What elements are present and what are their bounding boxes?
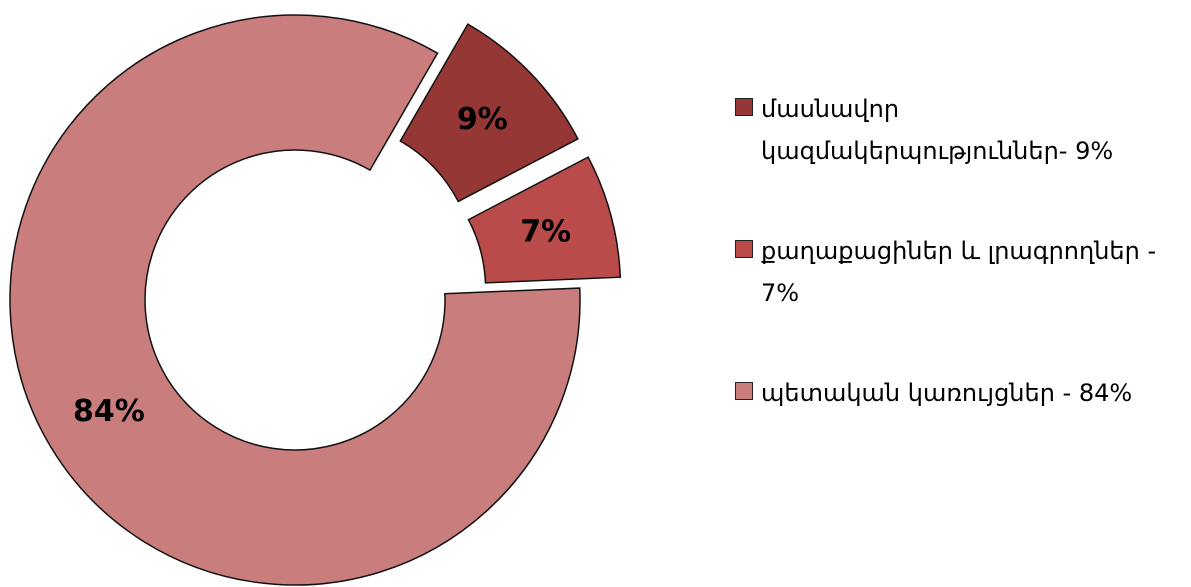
data-label: 9% xyxy=(457,102,508,137)
legend-label: մասնավոր կազմակերպություններ- 9% xyxy=(761,95,1114,165)
donut-slice xyxy=(467,156,622,284)
legend-item: պետական կառույցներ - 84% xyxy=(735,372,1185,414)
data-label: 84% xyxy=(73,394,145,429)
legend-item: մասնավոր կազմակերպություններ- 9% xyxy=(735,88,1185,172)
legend-label: պետական կառույցներ - 84% xyxy=(761,379,1133,407)
legend-swatch xyxy=(735,98,753,116)
legend-swatch xyxy=(735,240,753,258)
legend-swatch xyxy=(735,382,753,400)
donut-slice xyxy=(9,14,581,586)
legend-label: քաղաքացիներ և լրագրողներ - 7% xyxy=(761,237,1157,307)
legend-item: քաղաքացիներ և լրագրողներ - 7% xyxy=(735,230,1185,314)
chart: 9% 7% 84% xyxy=(9,14,622,586)
legend: մասնավոր կազմակերպություններ- 9% քաղաքացի… xyxy=(735,0,1185,587)
data-label: 7% xyxy=(520,214,571,249)
donut-slice xyxy=(399,23,579,203)
